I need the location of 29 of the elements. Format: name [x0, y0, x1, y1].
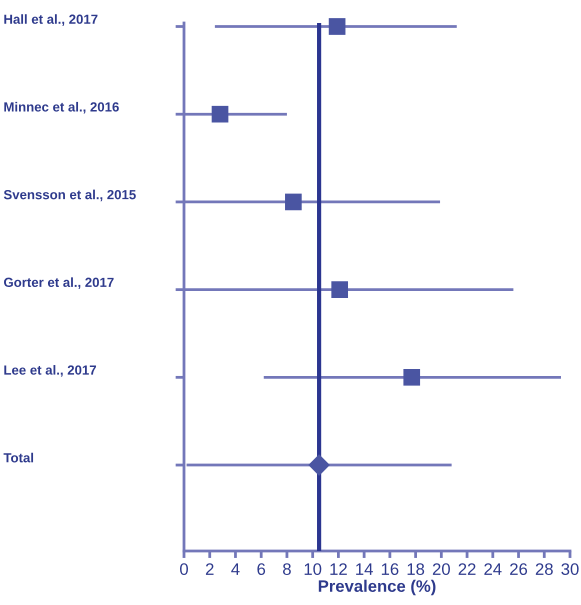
x-tick-label: 4 — [231, 563, 240, 575]
x-tick-label: 10 — [304, 563, 322, 576]
x-tick-label: 2 — [206, 563, 214, 575]
x-tick-label: 8 — [283, 563, 291, 576]
x-tick-label: 28 — [536, 563, 553, 576]
x-tick-label: 24 — [484, 563, 502, 575]
x-tick-label: 14 — [356, 563, 373, 575]
x-tick-label: 30 — [561, 563, 579, 576]
x-tick-label: 0 — [180, 563, 188, 576]
x-tick-label: 26 — [510, 563, 528, 576]
y-tick-label: Total — [4, 452, 34, 462]
point — [403, 369, 420, 386]
point — [308, 454, 330, 476]
point — [331, 281, 348, 298]
x-tick-label: 6 — [257, 563, 266, 576]
y-tick-label: Lee et al., 2017 — [4, 365, 96, 377]
y-tick-label: Hall et al., 2017 — [4, 14, 98, 26]
x-tick-label: 22 — [458, 563, 476, 575]
y-tick-label: Minnec et al., 2016 — [4, 102, 119, 114]
x-tick-label: 18 — [408, 563, 424, 576]
point — [212, 106, 228, 123]
y-tick-label: Gorter et al., 2017 — [4, 277, 114, 289]
point — [328, 18, 346, 35]
x-tick-label: 16 — [382, 563, 398, 576]
point — [285, 194, 302, 210]
y-tick-label: Svensson et al., 2015 — [4, 190, 136, 202]
x-tick-label: 20 — [432, 563, 450, 576]
x-axis-title: Prevalence (%) — [318, 580, 436, 596]
x-tick-label: 12 — [330, 563, 347, 575]
